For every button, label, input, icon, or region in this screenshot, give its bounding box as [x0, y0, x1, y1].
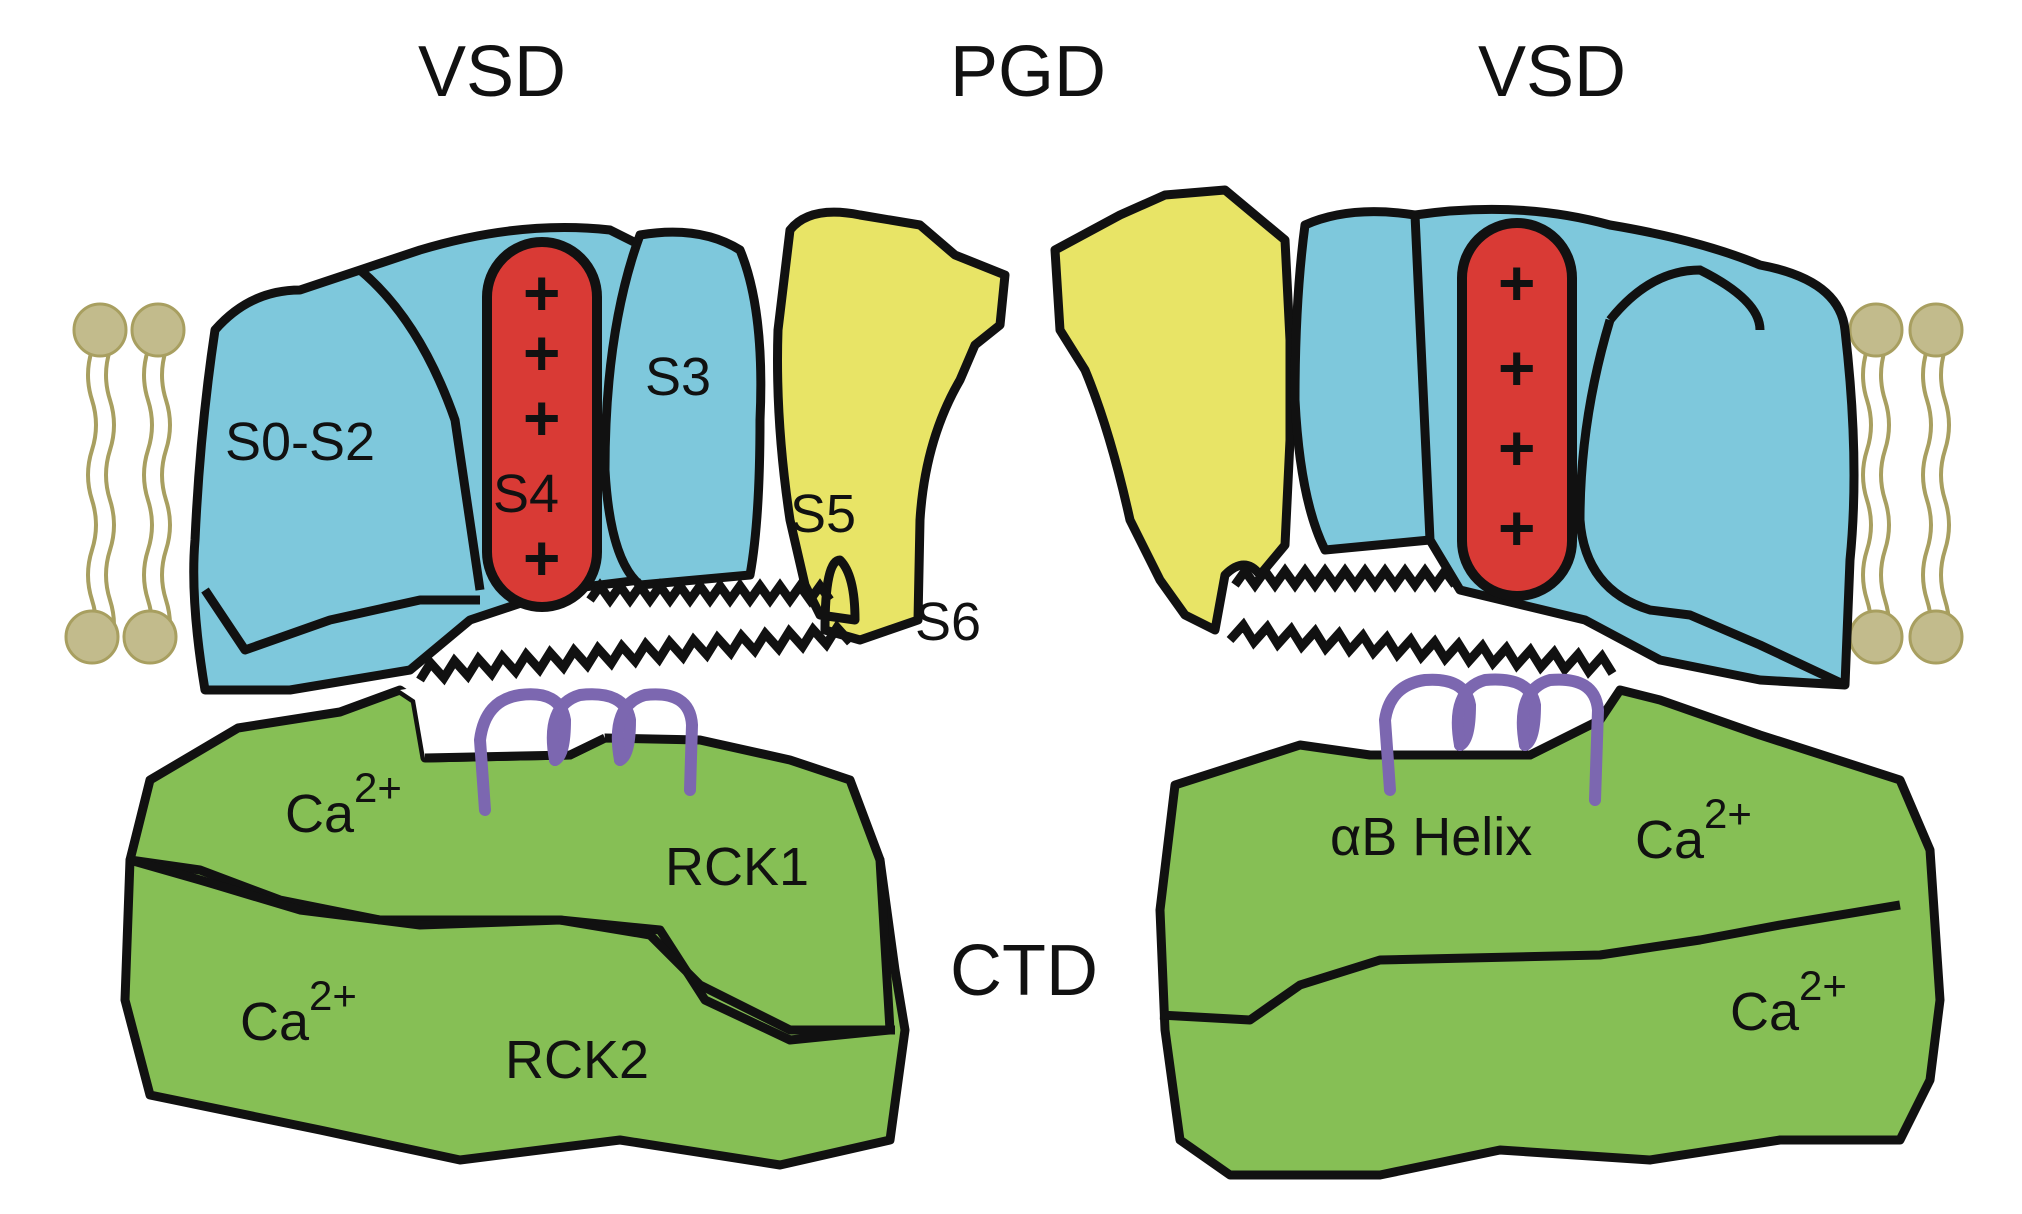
lipid-heads-left	[64, 302, 186, 665]
s6-rck1-linker-left	[416, 619, 854, 686]
charge-plus: +	[1498, 412, 1535, 484]
s5-s6-left-shape	[773, 207, 1010, 645]
label-s0-s2: S0-S2	[225, 412, 375, 472]
s4-right	[1457, 218, 1577, 601]
label-ca-right-top: Ca2+	[1635, 790, 1752, 870]
charge-plus: +	[523, 317, 560, 389]
s4-left-charges: + + + +	[523, 257, 560, 594]
label-ca-right-bottom: Ca2+	[1730, 962, 1847, 1042]
label-rck2: RCK2	[505, 1030, 649, 1090]
charge-plus: +	[523, 257, 560, 329]
label-alpha-b-helix: αB Helix	[1330, 807, 1532, 867]
lipid-heads-right	[1848, 302, 1964, 665]
label-s6: S6	[915, 592, 981, 652]
s4-s5-linker-right	[1231, 563, 1459, 593]
label-ca-left-bottom: Ca2+	[240, 972, 357, 1052]
ctd-right	[1155, 685, 1945, 1180]
charge-plus: +	[1498, 332, 1535, 404]
ctd-left	[120, 680, 910, 1170]
s3-right-shape	[1290, 207, 1438, 555]
s3-left-shape	[600, 227, 766, 590]
rck-right-shape	[1155, 685, 1945, 1180]
alpha-b-helix-right	[1378, 673, 1605, 806]
charge-plus: +	[523, 382, 560, 454]
heading-vsd-right: VSD	[1478, 32, 1626, 112]
label-s5: S5	[790, 484, 856, 544]
s4-right-charges: + + + +	[1498, 247, 1535, 564]
s5-s6-right-shape	[1050, 185, 1295, 635]
pgd-right	[1050, 185, 1295, 635]
heading-pgd: PGD	[950, 32, 1106, 112]
pgd-left	[773, 207, 1010, 645]
s4-left	[482, 237, 602, 612]
label-ca-left-top: Ca2+	[285, 764, 402, 844]
charge-plus: +	[523, 522, 560, 594]
label-rck1: RCK1	[665, 837, 809, 897]
s4-s5-linker-left	[586, 578, 834, 608]
heading-ctd: CTD	[950, 931, 1098, 1011]
heading-vsd-left: VSD	[418, 32, 566, 112]
lipid-bilayer-right	[1861, 349, 1951, 651]
s6-rck1-linker-right	[1226, 617, 1617, 679]
label-s3: S3	[645, 347, 711, 407]
label-s4: S4	[493, 464, 559, 524]
alpha-b-helix-left	[473, 688, 699, 816]
charge-plus: +	[1498, 492, 1535, 564]
charge-plus: +	[1498, 247, 1535, 319]
lipid-bilayer-left	[86, 349, 172, 651]
